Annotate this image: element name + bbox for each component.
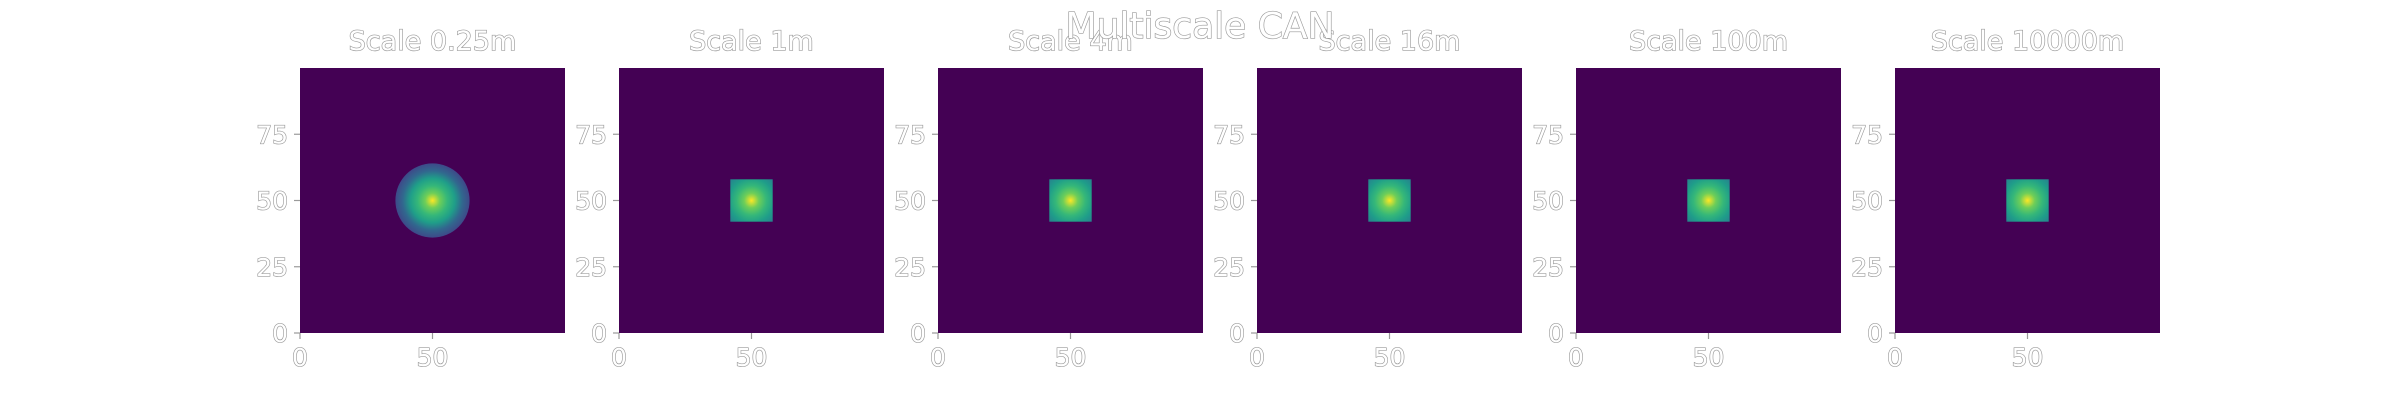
panel-title: Scale 1m [689,26,814,57]
x-tick-label: 50 [2012,343,2044,372]
y-tick-label: 50 [1213,187,1245,216]
y-tick-label: 75 [894,120,926,149]
y-tick-label: 0 [1867,319,1883,348]
activity-bump [1687,179,1730,222]
activity-bump [395,163,470,238]
panel-title: Scale 4m [1008,26,1133,57]
y-tick-label: 75 [1532,120,1564,149]
x-tick-label: 50 [736,343,768,372]
x-tick-label: 50 [1374,343,1406,372]
panel-title: Scale 10000m [1931,26,2124,57]
activity-bump [1049,179,1092,222]
x-tick-label: 50 [1693,343,1725,372]
panel-title: Scale 16m [1319,26,1461,57]
y-tick-label: 25 [256,253,288,282]
y-tick-label: 75 [1851,120,1883,149]
panel-5: Scale 100m 0 25 50 75 0 50 [1532,25,1841,373]
x-tick-label: 0 [611,343,627,372]
panel-2: Scale 1m 0 25 50 75 0 50 [575,25,884,373]
y-tick-label: 0 [1548,319,1564,348]
activity-bump [730,179,773,222]
x-tick-label: 50 [417,343,449,372]
activity-bump [2006,179,2049,222]
y-tick-label: 0 [910,319,926,348]
x-tick-label: 0 [292,343,308,372]
y-tick-label: 50 [256,187,288,216]
y-tick-label: 50 [575,187,607,216]
x-tick-label: 0 [930,343,946,372]
y-tick-label: 0 [272,319,288,348]
y-tick-label: 25 [894,253,926,282]
panel-1: Scale 0.25m 0 25 50 75 0 50 [256,25,565,373]
y-tick-label: 25 [1532,253,1564,282]
x-tick-label: 0 [1887,343,1903,372]
y-tick-label: 25 [575,253,607,282]
y-tick-label: 75 [575,120,607,149]
y-tick-label: 0 [591,319,607,348]
y-tick-label: 75 [1213,120,1245,149]
y-tick-label: 25 [1851,253,1883,282]
panel-6: Scale 10000m 0 25 50 75 0 50 [1851,25,2160,373]
panel-4: Scale 16m 0 25 50 75 0 50 [1213,25,1522,373]
figure-title: Multiscale CAN [1066,6,1335,47]
y-tick-label: 50 [1532,187,1564,216]
x-tick-label: 0 [1249,343,1265,372]
panel-title: Scale 100m [1629,26,1788,57]
y-tick-label: 75 [256,120,288,149]
x-tick-label: 0 [1568,343,1584,372]
y-tick-label: 0 [1229,319,1245,348]
panel-3: Scale 4m 0 25 50 75 0 50 [894,25,1203,373]
panel-title: Scale 0.25m [349,26,517,57]
y-tick-label: 50 [894,187,926,216]
y-tick-label: 25 [1213,253,1245,282]
activity-bump [1368,179,1411,222]
y-tick-label: 50 [1851,187,1883,216]
x-tick-label: 50 [1055,343,1087,372]
